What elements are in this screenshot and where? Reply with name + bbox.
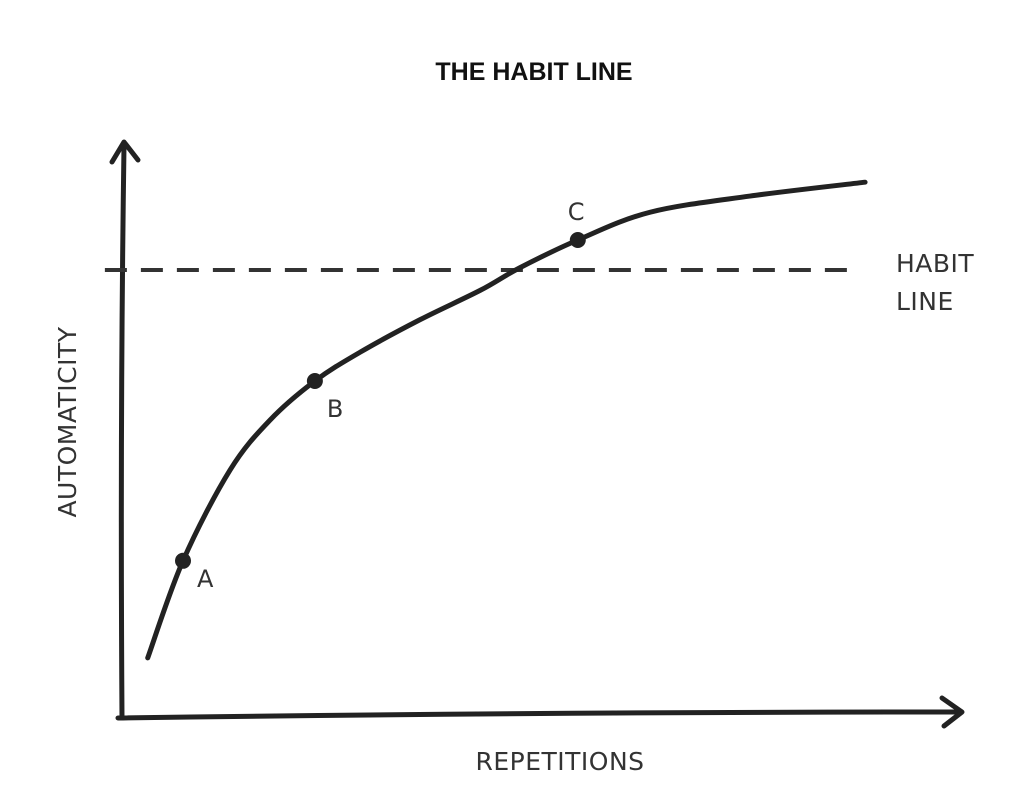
automaticity-curve bbox=[145, 179, 868, 661]
x-axis bbox=[115, 695, 965, 729]
point-label-a: A bbox=[197, 565, 214, 593]
chart-title: THE HABIT LINE bbox=[435, 58, 632, 86]
habit-line-label-1: HABIT bbox=[896, 249, 974, 278]
point-c bbox=[569, 231, 586, 248]
x-axis-label: REPETITIONS bbox=[475, 747, 644, 776]
point-b bbox=[306, 373, 323, 390]
habit-line-label-2: LINE bbox=[896, 287, 954, 316]
point-a bbox=[175, 552, 191, 569]
point-label-b: B bbox=[327, 395, 343, 423]
y-axis bbox=[109, 139, 141, 721]
point-label-c: C bbox=[568, 198, 585, 226]
x-axis-arrow-icon bbox=[939, 695, 965, 729]
y-axis-arrow-icon bbox=[109, 139, 141, 165]
y-axis-label: AUTOMATICITY bbox=[53, 326, 82, 517]
